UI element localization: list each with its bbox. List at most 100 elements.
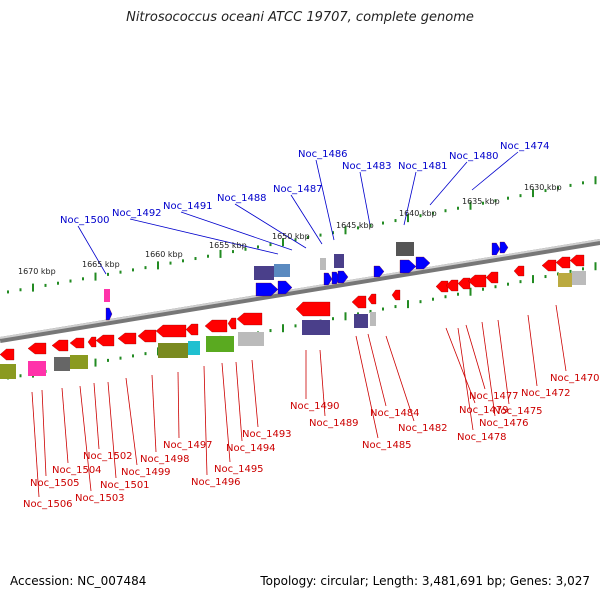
scale-tick xyxy=(557,186,559,190)
scale-tick xyxy=(494,285,497,289)
scale-tick xyxy=(32,283,34,292)
scale-tick xyxy=(482,287,484,291)
scale-label: 1630 kbp xyxy=(524,183,562,192)
scale-tick xyxy=(469,287,472,296)
scale-tick xyxy=(157,261,159,270)
reverse-gene xyxy=(485,271,499,284)
forward-gene-label: Noc_1486 xyxy=(298,149,348,160)
forward-gene xyxy=(499,241,509,254)
scale-tick xyxy=(332,231,334,235)
forward-gene-label: Noc_1492 xyxy=(112,208,162,219)
scale-tick xyxy=(494,199,497,203)
reverse-gene xyxy=(445,279,459,292)
reverse-leader-line xyxy=(125,377,138,466)
reverse-gene xyxy=(295,301,331,317)
scale-tick xyxy=(407,300,409,309)
reverse-gene-label: Noc_1503 xyxy=(75,493,125,504)
forward-gene-label: Noc_1488 xyxy=(217,193,267,204)
forward-leader-line xyxy=(315,159,335,241)
reverse-leader-line xyxy=(385,335,415,422)
scale-tick xyxy=(119,356,122,360)
scale-tick xyxy=(107,358,109,362)
reverse-gene-label: Noc_1505 xyxy=(30,478,80,489)
reverse-gene-label: Noc_1482 xyxy=(398,423,448,434)
scale-tick xyxy=(182,259,184,263)
scale-tick xyxy=(432,297,434,301)
cog-block xyxy=(54,357,70,371)
reverse-gene xyxy=(117,332,137,345)
scale-tick xyxy=(582,267,584,271)
scale-tick xyxy=(294,324,297,328)
accession-text: Accession: NC_007484 xyxy=(10,574,147,588)
reverse-leader-line xyxy=(465,324,486,390)
reverse-leader-line xyxy=(177,371,180,439)
scale-tick xyxy=(132,268,134,272)
scale-tick xyxy=(482,201,484,205)
forward-leader-line xyxy=(290,194,323,245)
cog-block xyxy=(70,355,88,369)
reverse-leader-line xyxy=(151,374,157,453)
scale-tick xyxy=(369,309,372,313)
reverse-gene xyxy=(555,256,571,269)
reverse-gene xyxy=(367,293,377,305)
map-title: Nitrosococcus oceani ATCC 19707, complet… xyxy=(126,10,474,25)
forward-gene-label: Noc_1491 xyxy=(163,201,213,212)
reverse-gene-label: Noc_1479 xyxy=(459,405,509,416)
cog-block xyxy=(354,314,368,328)
scale-tick xyxy=(57,281,59,285)
topology-info: Topology: circular; Length: 3,481,691 bp… xyxy=(260,574,590,588)
scale-tick xyxy=(532,189,534,198)
scale-label: 1635 kbp xyxy=(462,197,500,206)
reverse-gene-label: Noc_1478 xyxy=(457,432,507,443)
reverse-leader-line xyxy=(527,314,538,387)
scale-tick xyxy=(507,196,509,200)
forward-leader-line xyxy=(234,203,307,249)
scale-tick xyxy=(582,181,584,185)
reverse-gene-label: Noc_1496 xyxy=(191,477,241,488)
reverse-gene xyxy=(391,289,401,301)
reverse-gene-label: Noc_1489 xyxy=(309,418,359,429)
scale-tick xyxy=(344,226,347,235)
reverse-gene xyxy=(0,348,15,361)
forward-gene xyxy=(491,242,501,256)
reverse-gene-label: Noc_1498 xyxy=(140,454,190,465)
reverse-gene xyxy=(467,274,487,288)
reverse-gene xyxy=(69,337,85,349)
reverse-gene xyxy=(569,254,585,267)
scale-label: 1655 kbp xyxy=(209,241,247,250)
scale-label: 1650 kbp xyxy=(272,232,310,241)
cog-block xyxy=(334,254,344,268)
scale-tick xyxy=(519,280,522,284)
reverse-leader-line xyxy=(251,359,259,428)
scale-tick xyxy=(257,245,259,249)
reverse-gene xyxy=(236,312,263,326)
forward-gene-label: Noc_1500 xyxy=(60,215,110,226)
genome-backbone xyxy=(0,239,600,343)
scale-tick xyxy=(269,243,272,247)
cog-block xyxy=(0,364,16,379)
scale-tick xyxy=(282,238,284,247)
scale-tick xyxy=(219,249,222,258)
forward-leader-line xyxy=(429,161,468,206)
scale-tick xyxy=(544,189,547,193)
scale-tick xyxy=(244,247,247,251)
scale-tick xyxy=(269,329,272,333)
forward-gene xyxy=(415,256,431,270)
cog-block xyxy=(188,341,200,355)
reverse-gene xyxy=(351,295,367,309)
reverse-leader-line xyxy=(31,391,40,498)
scale-tick xyxy=(19,374,22,378)
scale-tick xyxy=(19,288,22,292)
forward-gene xyxy=(105,307,113,321)
forward-gene xyxy=(323,272,333,286)
scale-tick xyxy=(332,317,334,321)
reverse-leader-line xyxy=(41,389,47,477)
scale-tick xyxy=(382,221,384,225)
reverse-leader-line xyxy=(93,382,100,450)
scale-tick xyxy=(169,261,172,265)
scale-tick xyxy=(232,250,234,254)
scale-tick xyxy=(119,270,122,274)
scale-tick xyxy=(69,279,72,283)
reverse-gene-label: Noc_1501 xyxy=(100,480,150,491)
